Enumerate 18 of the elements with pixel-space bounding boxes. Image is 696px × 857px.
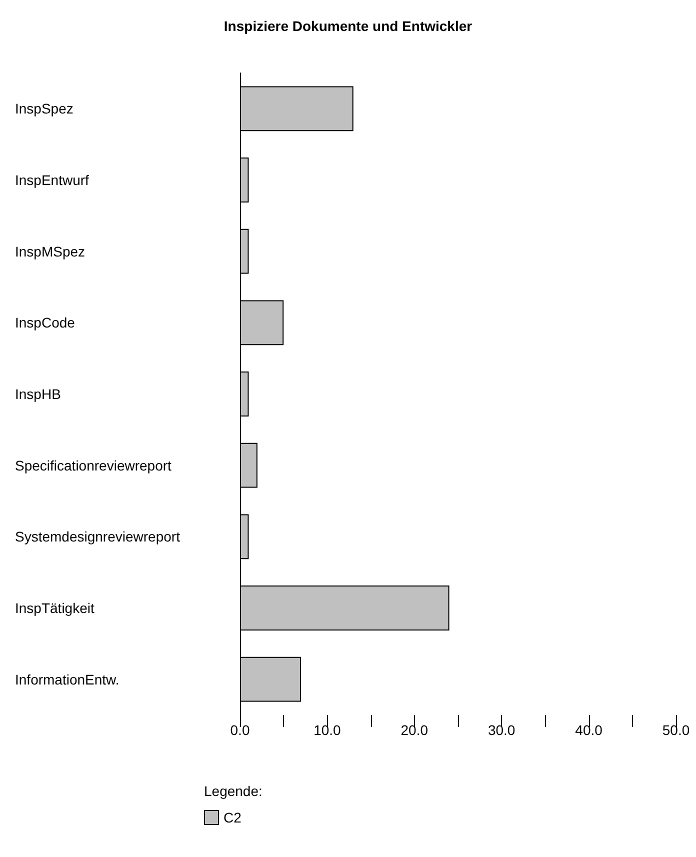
x-tick-label: 10.0 (314, 722, 342, 738)
y-tick-label: Specificationreviewreport (15, 457, 172, 474)
legend-title: Legende: (204, 783, 262, 799)
x-tick-label: 30.0 (488, 722, 516, 738)
y-tick-label: InspHB (15, 386, 61, 402)
y-tick-label: InspEntwurf (15, 172, 90, 188)
y-tick-label: InspSpez (15, 100, 74, 117)
x-tick-label: 50.0 (662, 722, 690, 738)
x-tick-label: 20.0 (400, 722, 428, 738)
y-tick-label: InspTätigkeit (15, 600, 94, 616)
y-tick-label: InspCode (15, 314, 76, 331)
y-tick-label: InformationEntw. (15, 671, 120, 688)
y-tick-label: Systemdesignreviewreport (15, 528, 180, 545)
x-tick-label: 0.0 (230, 722, 250, 738)
y-tick-label: InspMSpez (15, 243, 86, 260)
chart-title: Inspiziere Dokumente und Entwickler (224, 18, 473, 34)
legend-label: C2 (224, 810, 242, 826)
x-tick-label: 40.0 (575, 722, 603, 738)
